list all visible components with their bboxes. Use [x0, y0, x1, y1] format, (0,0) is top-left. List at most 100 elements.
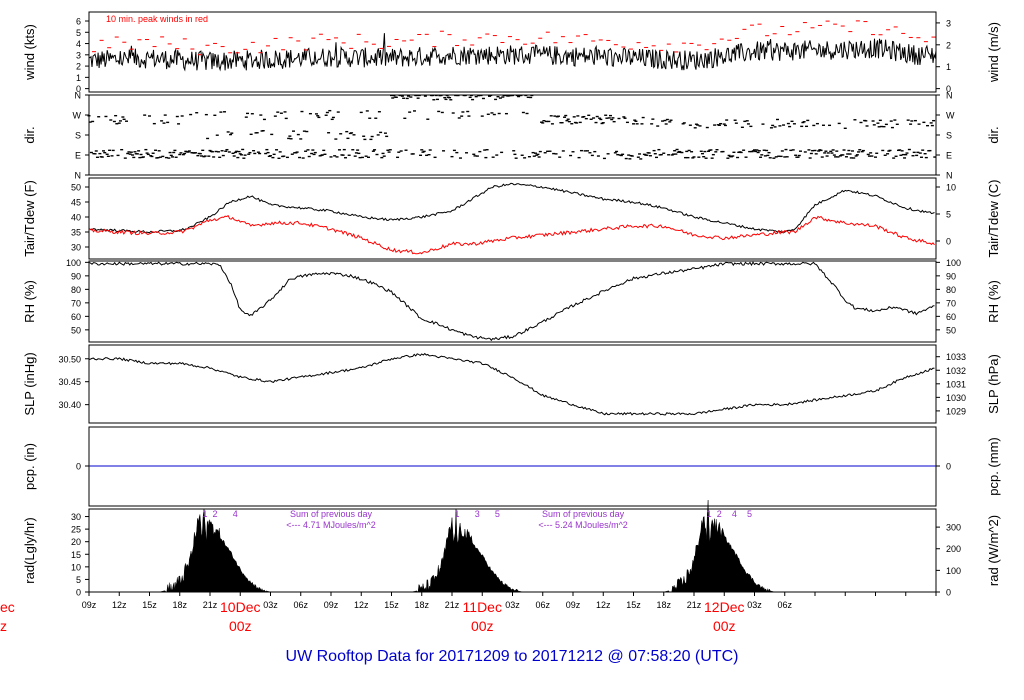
y-tick-label-slp: 30.40 — [58, 400, 81, 410]
y-label-right-dir: dir. — [986, 126, 1001, 143]
y-tick-label-pcp: 0 — [76, 462, 81, 472]
y-tick-label-temp: 45 — [71, 198, 81, 208]
y-tick-label-rh: 80 — [71, 285, 81, 295]
y-tick-right-label-temp: 5 — [946, 210, 951, 220]
temp-dew-line — [88, 215, 935, 255]
x-day-label: 10Dec — [220, 599, 260, 615]
y-label-pressure: SLP (inHg) — [22, 352, 37, 415]
y-tick-label-dir: E — [75, 151, 81, 161]
y-tick-label-rh: 50 — [71, 325, 81, 335]
y-tick-right-label-rad: 100 — [946, 566, 961, 576]
wind-series-line — [88, 33, 937, 72]
panel-frame-rh — [88, 260, 937, 343]
x-day-label: 11Dec — [463, 599, 502, 615]
x-tick-label: 09z — [566, 600, 581, 610]
y-tick-right-label-rh: 60 — [946, 312, 956, 322]
y-tick-label-rad: 30 — [71, 512, 81, 522]
y-label-right-temp: Tair/Tdew (C) — [986, 179, 1001, 257]
y-label-right-wind: wind (m/s) — [986, 22, 1001, 83]
dir-points — [87, 94, 937, 160]
y-tick-right-label-rad: 300 — [946, 523, 961, 533]
y-tick-label-dir: N — [75, 91, 82, 101]
y-tick-label-wind: 2 — [76, 62, 81, 72]
rad-annotation: <--- 5.24 MJoules/m^2 — [538, 520, 628, 530]
x-day-time-label: 00z — [713, 618, 736, 634]
temp-air-line — [88, 182, 935, 234]
y-tick-right-label-rh: 50 — [946, 325, 956, 335]
y-tick-label-rad: 0 — [76, 588, 81, 598]
x-tick-label: 18z — [172, 600, 187, 610]
slp-line — [88, 352, 935, 416]
rad-area-day-1 — [159, 509, 281, 593]
y-tick-right-label-temp: 10 — [946, 183, 956, 193]
y-tick-right-label-slp: 1029 — [946, 406, 966, 416]
x-day-time-label: 00z — [471, 618, 494, 634]
y-tick-right-label-rh: 90 — [946, 271, 956, 281]
x-tick-label: 21z — [687, 600, 702, 610]
rad-annotation: 3 — [475, 509, 480, 519]
y-label-rh: RH (%) — [22, 280, 37, 323]
x-tick-label: 15z — [626, 600, 641, 610]
rad-annotation: Sum of previous day — [290, 509, 373, 519]
x-tick-label: 18z — [414, 600, 429, 610]
y-tick-label-slp: 30.45 — [58, 377, 81, 387]
x-tick-label: 12z — [596, 600, 611, 610]
y-label-right-radiation: rad (W/m^2) — [986, 515, 1001, 586]
x-tick-label: 03z — [747, 600, 762, 610]
rad-annotation: 4 — [732, 509, 737, 519]
y-tick-right-label-rh: 70 — [946, 298, 956, 308]
x-tick-label: 15z — [142, 600, 157, 610]
x-day-time-label-clipped: z — [0, 618, 7, 634]
rad-area-day-2 — [411, 509, 533, 593]
y-tick-label-rad: 25 — [71, 525, 81, 535]
y-tick-label-rad: 10 — [71, 562, 81, 572]
y-tick-label-rad: 20 — [71, 537, 81, 547]
y-tick-label-rh: 70 — [71, 298, 81, 308]
y-label-temp: Tair/Tdew (F) — [22, 180, 37, 257]
y-tick-label-temp: 40 — [71, 213, 81, 223]
y-tick-right-label-rad: 0 — [946, 588, 951, 598]
y-tick-right-label-slp: 1031 — [946, 379, 966, 389]
x-day-label: 12Dec — [704, 599, 744, 615]
x-tick-label: 09z — [324, 600, 339, 610]
wind-peaks — [92, 20, 936, 56]
y-tick-right-label-slp: 1032 — [946, 366, 966, 376]
y-tick-right-label-rh: 80 — [946, 285, 956, 295]
rh-line — [88, 261, 935, 342]
y-tick-right-label-temp: 0 — [946, 237, 951, 247]
x-tick-label: 09z — [82, 600, 97, 610]
y-tick-right-label-slp: 1033 — [946, 352, 966, 362]
y-tick-label-wind: 0 — [76, 84, 81, 94]
y-tick-label-temp: 30 — [71, 243, 81, 253]
y-label-right-pressure: SLP (hPa) — [986, 354, 1001, 414]
x-tick-label: 06z — [293, 600, 308, 610]
rad-annotation: 4 — [233, 509, 238, 519]
y-label-right-precip: pcp. (mm) — [986, 437, 1001, 496]
y-tick-right-label-dir: W — [946, 111, 955, 121]
x-tick-label: 12z — [354, 600, 369, 610]
y-tick-label-rh: 60 — [71, 312, 81, 322]
rad-annotation: 1 — [455, 509, 460, 519]
x-tick-label: 12z — [112, 600, 127, 610]
x-tick-label: 06z — [535, 600, 550, 610]
y-tick-label-dir: W — [73, 111, 82, 121]
y-tick-label-rad: 5 — [76, 575, 81, 585]
x-tick-label: 03z — [505, 600, 520, 610]
y-tick-label-rh: 90 — [71, 271, 81, 281]
wind-annotation: 10 min. peak winds in red — [106, 14, 208, 24]
rad-annotation: 2 — [213, 509, 218, 519]
x-day-label-clipped: ec — [0, 599, 15, 615]
panel-frame-pressure — [88, 344, 937, 424]
y-label-radiation: rad(Lgly/hr) — [22, 517, 37, 583]
y-label-wind: wind (kts) — [22, 24, 37, 81]
y-tick-right-label-wind: 2 — [946, 40, 951, 50]
y-tick-label-wind: 5 — [76, 28, 81, 38]
y-tick-label-slp: 30.50 — [58, 354, 81, 364]
rad-annotation: 1 — [707, 509, 712, 519]
panel-frame-temp — [88, 177, 937, 260]
y-tick-right-label-slp: 1030 — [946, 393, 966, 403]
y-tick-right-label-rh: 100 — [946, 258, 961, 268]
y-tick-label-dir: S — [75, 131, 81, 141]
y-tick-right-label-dir: S — [946, 131, 952, 141]
